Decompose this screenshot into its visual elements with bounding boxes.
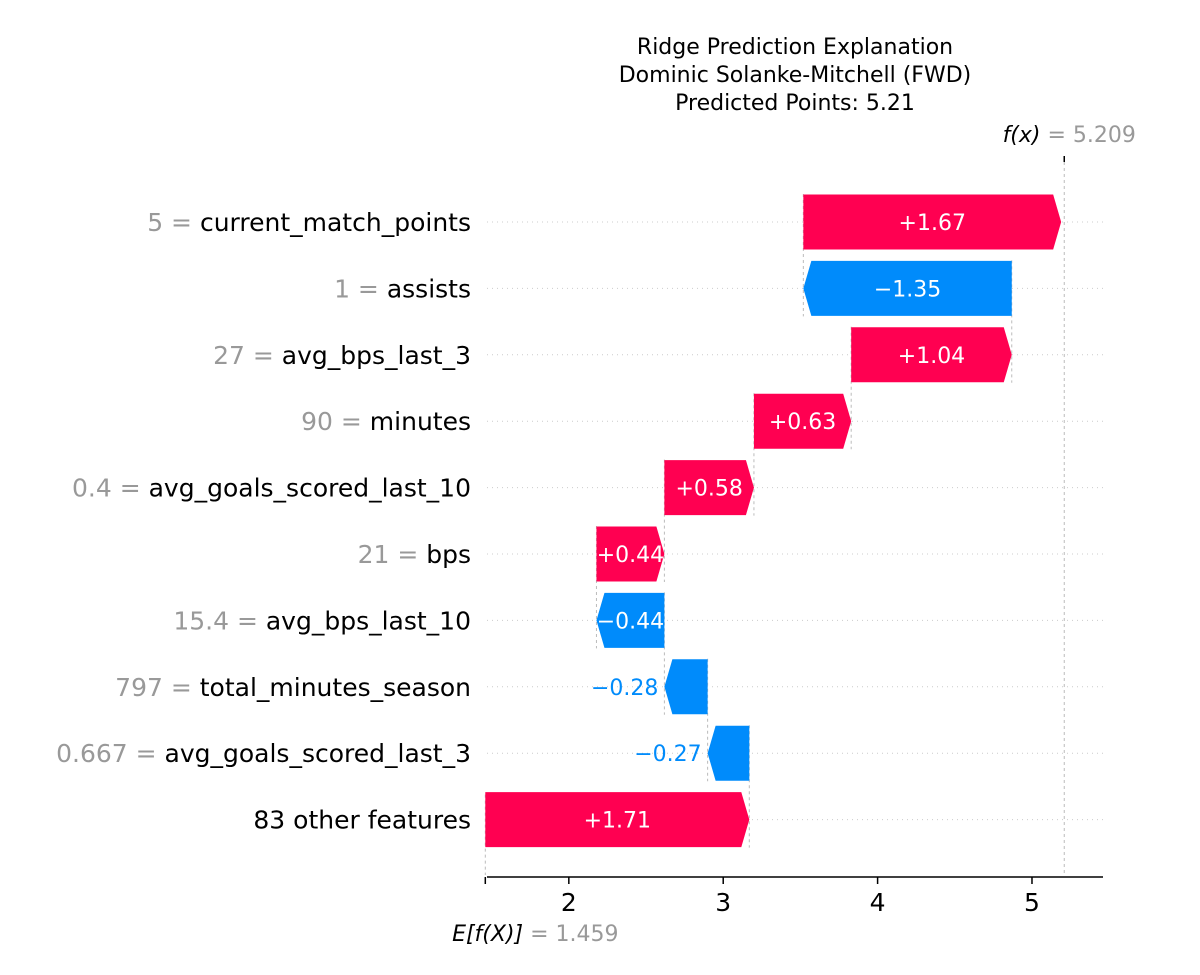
feature-value: 21 =: [358, 540, 427, 569]
positive-bar: [753, 393, 852, 449]
bar-value-label: +1.67: [899, 211, 966, 236]
feature-name: current_match_points: [200, 208, 471, 237]
feature-label: 15.4 = avg_bps_last_10: [173, 606, 471, 635]
bar-value-label: −0.28: [591, 676, 658, 701]
chart-title-line-3: Predicted Points: 5.21: [675, 91, 915, 116]
feature-labels: 5 = current_match_points 1 = assists 27 = …: [56, 208, 471, 835]
x-tick-label: 4: [870, 888, 886, 917]
positive-bar: [485, 792, 750, 848]
positive-bar: [803, 194, 1062, 250]
bar-value-label: +0.58: [675, 477, 742, 502]
bar-value-label: −0.44: [597, 609, 664, 634]
contribution-bars: +1.67 −1.35 +1.04 +0.63 +0.58 +0.44 −0.44 −0.28…: [485, 194, 1062, 848]
feature-name: avg_bps_last_3: [282, 341, 471, 370]
x-tick-label: 2: [561, 888, 577, 917]
feature-name: total_minutes_season: [200, 673, 471, 702]
output-label: f(x): [1003, 123, 1048, 148]
feature-name: assists: [387, 274, 471, 303]
chart-title-line-2: Dominic Solanke-Mitchell (FWD): [619, 63, 972, 88]
feature-value: 797 =: [115, 673, 200, 702]
bar-value-label: +1.71: [584, 809, 651, 834]
feature-label: 27 = avg_bps_last_3: [213, 341, 471, 370]
base-label: E[f(X)]: [452, 922, 530, 947]
feature-value: 5 =: [147, 208, 200, 237]
feature-label: 797 = total_minutes_season: [115, 673, 471, 702]
bar-value-label: −1.35: [874, 277, 941, 302]
positive-bar: [664, 460, 754, 516]
x-tick-label: 3: [715, 888, 731, 917]
feature-name: avg_goals_scored_last_3: [165, 739, 471, 768]
base-value-annotation: E[f(X)] = 1.459: [452, 922, 618, 947]
bar-value-label: +1.04: [898, 344, 965, 369]
positive-bar: [851, 327, 1012, 383]
feature-label: 0.4 = avg_goals_scored_last_10: [72, 474, 471, 503]
bar-value-label: −0.27: [634, 742, 701, 767]
feature-label: 83 other features: [253, 806, 471, 835]
feature-value: 15.4 =: [173, 606, 266, 635]
feature-value: 90 =: [301, 407, 370, 436]
base-value-text: E[f(X)] = 1.459: [452, 922, 618, 947]
feature-name: minutes: [370, 407, 471, 436]
feature-label: 0.667 = avg_goals_scored_last_3: [56, 739, 471, 768]
feature-label: 21 = bps: [358, 540, 471, 569]
feature-name: 83 other features: [253, 806, 471, 835]
base-value: = 1.459: [530, 922, 618, 947]
feature-value: 1 =: [334, 274, 387, 303]
feature-name: avg_goals_scored_last_10: [149, 474, 471, 503]
negative-bar: [707, 725, 750, 781]
bar-value-label: +0.44: [597, 543, 664, 568]
feature-name: avg_bps_last_10: [266, 606, 471, 635]
negative-bar: [596, 592, 665, 648]
negative-bar: [803, 260, 1012, 316]
feature-label: 1 = assists: [334, 274, 471, 303]
chart-title: Ridge Prediction Explanation Dominic Sol…: [619, 35, 972, 116]
feature-value: 27 =: [213, 341, 282, 370]
feature-name: bps: [426, 540, 471, 569]
feature-label: 90 = minutes: [301, 407, 471, 436]
feature-value: 0.667 =: [56, 739, 164, 768]
chart-title-line-1: Ridge Prediction Explanation: [637, 35, 953, 60]
output-value-text: f(x) = 5.209: [1003, 123, 1136, 148]
feature-label: 5 = current_match_points: [147, 208, 471, 237]
x-tick-label: 5: [1024, 888, 1040, 917]
output-value-annotation: f(x) = 5.209: [1003, 123, 1136, 162]
x-axis: 2 3 4 5: [484, 876, 1103, 917]
positive-bar: [596, 526, 665, 582]
feature-value: 0.4 =: [72, 474, 149, 503]
bar-value-label: +0.63: [769, 410, 836, 435]
output-value: = 5.209: [1048, 123, 1136, 148]
negative-bar: [664, 659, 708, 715]
